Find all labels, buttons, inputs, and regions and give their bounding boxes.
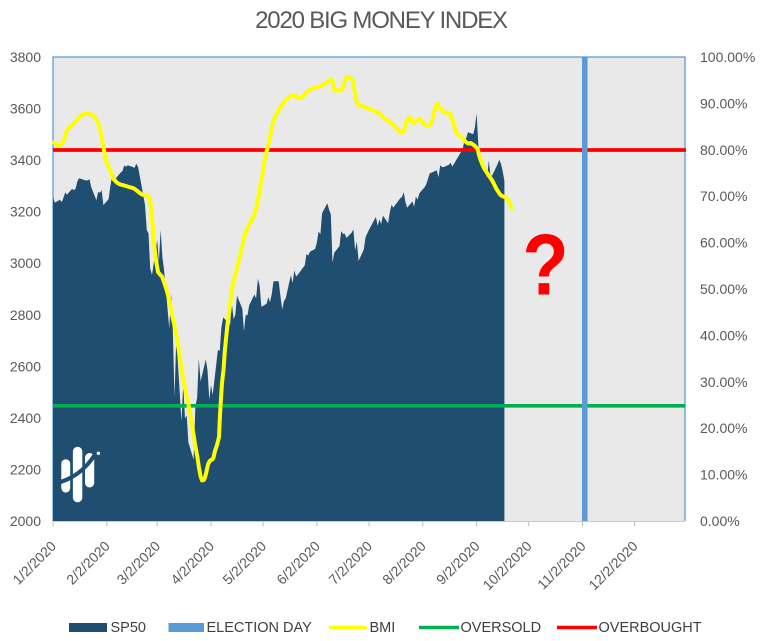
svg-text:OVERBOUGHT: OVERBOUGHT	[599, 620, 702, 636]
svg-text:100.00%: 100.00%	[700, 49, 755, 65]
svg-text:3000: 3000	[10, 255, 41, 271]
svg-text:90.00%: 90.00%	[700, 95, 747, 111]
svg-text:OVERSOLD: OVERSOLD	[461, 620, 542, 636]
svg-text:3600: 3600	[10, 101, 41, 117]
svg-text:60.00%: 60.00%	[700, 235, 747, 251]
svg-text:0.00%: 0.00%	[700, 513, 740, 529]
svg-text:2200: 2200	[10, 461, 41, 477]
svg-text:70.00%: 70.00%	[700, 188, 747, 204]
svg-text:2000: 2000	[10, 513, 41, 529]
svg-text:40.00%: 40.00%	[700, 327, 747, 343]
svg-text:3400: 3400	[10, 152, 41, 168]
svg-text:2800: 2800	[10, 307, 41, 323]
svg-text:2400: 2400	[10, 410, 41, 426]
svg-text:10.00%: 10.00%	[700, 467, 747, 483]
svg-text:20.00%: 20.00%	[700, 420, 747, 436]
svg-text:3800: 3800	[10, 49, 41, 65]
svg-text:3200: 3200	[10, 204, 41, 220]
svg-text:2600: 2600	[10, 358, 41, 374]
svg-text:SP50: SP50	[111, 620, 146, 636]
svg-text:ELECTION DAY: ELECTION DAY	[207, 620, 313, 636]
svg-text:30.00%: 30.00%	[700, 374, 747, 390]
svg-text:BMI: BMI	[370, 620, 396, 636]
svg-text:80.00%: 80.00%	[700, 142, 747, 158]
svg-text:2020 BIG MONEY INDEX: 2020 BIG MONEY INDEX	[255, 7, 508, 34]
svg-text:?: ?	[522, 218, 568, 314]
svg-text:50.00%: 50.00%	[700, 281, 747, 297]
